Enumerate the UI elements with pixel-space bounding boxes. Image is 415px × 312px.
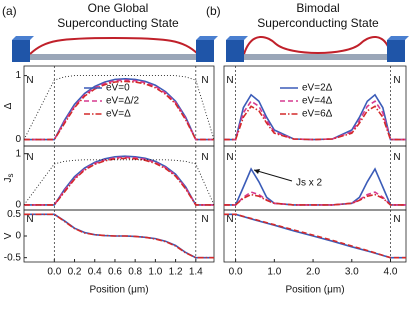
legend-label: eV=Δ [106, 109, 131, 120]
y-tick-label: 0 [15, 200, 21, 211]
x-tick-label: 1.2 [169, 267, 183, 278]
plot-frame [23, 145, 215, 211]
legend-label: eV=Δ/2 [106, 96, 140, 107]
legend-label: eV=6Δ [302, 109, 333, 120]
region-label: N [201, 75, 208, 86]
series-line [23, 159, 215, 206]
x-tick-label: 0.0 [229, 267, 243, 278]
x-axis-label: Position (μm) [89, 285, 148, 296]
x-axis-label: Position (μm) [285, 285, 344, 296]
y-axis-label: Δ [3, 102, 14, 109]
annotation: Js x 2 [296, 178, 323, 189]
x-tick-label: 0.8 [128, 267, 142, 278]
panel-label: (b) [206, 4, 221, 18]
series-line [224, 100, 406, 141]
series-line [24, 80, 214, 141]
region-label: N [393, 75, 400, 86]
x-tick-label: 0.0 [47, 267, 61, 278]
series-line [24, 77, 214, 141]
region-label: N [26, 75, 33, 86]
y-tick-label: 1 [15, 70, 21, 81]
x-tick-label: 3.0 [345, 267, 359, 278]
x-tick-label: 1.0 [148, 267, 162, 278]
panel-title: One Global [88, 1, 149, 15]
x-tick-label: 2.0 [306, 267, 320, 278]
series-line [224, 191, 406, 206]
y-axis-label: V [3, 232, 14, 239]
series-line [24, 155, 214, 206]
y-tick-label: 1 [15, 148, 21, 159]
region-label: N [226, 152, 233, 163]
y-axis-label-main: Δ [3, 102, 14, 109]
series-line [24, 79, 214, 141]
arrow [253, 169, 293, 182]
x-tick-label: 0.2 [68, 267, 82, 278]
series-line [224, 105, 406, 141]
legend-label: eV=2Δ [302, 83, 333, 94]
y-axis-label-sub: s [6, 174, 15, 178]
series-line [224, 213, 406, 259]
series-line [24, 156, 214, 206]
y-tick-label: 0.5 [7, 209, 21, 220]
series-line [24, 213, 214, 259]
y-tick-label: 0 [15, 231, 21, 242]
plot-frame [223, 209, 407, 263]
legend-label: eV=0 [106, 83, 130, 94]
region-label: N [26, 214, 33, 225]
series-line [23, 75, 215, 140]
schematic [12, 36, 409, 62]
x-tick-label: 0.6 [108, 267, 122, 278]
y-axis-label-main: V [3, 232, 14, 239]
panel-title: Superconducting State [57, 16, 179, 30]
y-axis-label-main: J [3, 178, 14, 183]
panel-title: Superconducting State [257, 16, 379, 30]
region-label: N [226, 75, 233, 86]
x-tick-label: 1.4 [189, 267, 203, 278]
region-label: N [201, 214, 208, 225]
legend-label: eV=4Δ [302, 96, 333, 107]
panel-label: (a) [2, 4, 17, 18]
region-label: N [393, 214, 400, 225]
x-tick-label: 0.4 [88, 267, 102, 278]
series-line [24, 157, 214, 206]
y-axis-label: Js [3, 174, 15, 183]
series-line [224, 193, 406, 206]
series-line [224, 213, 406, 259]
region-label: N [201, 152, 208, 163]
region-label: N [26, 152, 33, 163]
y-tick-label: -0.5 [4, 252, 22, 263]
x-tick-label: 4.0 [384, 267, 398, 278]
x-tick-label: 1.0 [267, 267, 281, 278]
arrowhead [254, 169, 260, 174]
panel-title: Bimodal [296, 1, 339, 15]
y-tick-label: 0 [15, 134, 21, 145]
region-label: N [226, 214, 233, 225]
region-label: N [393, 152, 400, 163]
